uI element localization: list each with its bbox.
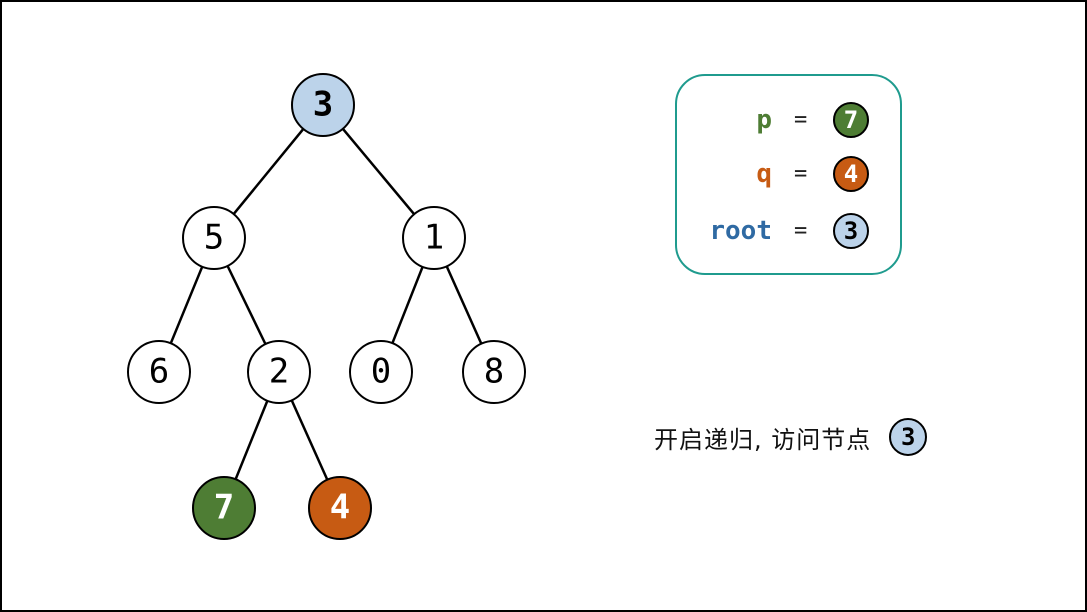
tree-node-circle	[291, 73, 355, 137]
var-root-label: root	[709, 216, 772, 246]
tree-node-7: 7	[192, 476, 256, 540]
tree-node-3: 3	[291, 73, 355, 137]
p-node-badge: 7	[833, 102, 869, 138]
tree-node-label: 5	[204, 218, 224, 258]
step-caption: 开启递归, 访问节点 3	[654, 416, 928, 458]
tree-node-circle	[247, 340, 311, 404]
variables-legend: p = 7 q = 4 root = 3	[675, 74, 902, 275]
tree-node-label: 7	[214, 488, 234, 528]
tree-node-circle	[192, 476, 256, 540]
tree-node-circle	[308, 476, 372, 540]
legend-row-p: p = 7	[677, 100, 900, 140]
tree-node-4: 4	[308, 476, 372, 540]
legend-row-q: q = 4	[677, 154, 900, 194]
tree-node-circle	[182, 206, 246, 270]
tree-node-label: 8	[484, 352, 504, 392]
q-node-badge: 4	[833, 156, 869, 192]
var-p-label: p	[756, 105, 772, 135]
tree-node-2: 2	[247, 340, 311, 404]
tree-edge	[169, 266, 204, 344]
tree-edges	[169, 127, 483, 481]
tree-node-6: 6	[127, 340, 191, 404]
tree-node-circle	[462, 340, 526, 404]
tree-edge	[232, 128, 305, 215]
tree-node-label: 4	[330, 488, 350, 528]
tree-node-label: 1	[424, 218, 444, 258]
tree-node-label: 2	[269, 352, 289, 392]
tree-node-circle	[349, 340, 413, 404]
legend-row-root: root = 3	[677, 211, 900, 251]
tree-edge	[445, 265, 483, 345]
var-q-label: q	[756, 159, 772, 189]
tree-node-0: 0	[349, 340, 413, 404]
tree-edge	[290, 399, 329, 481]
tree-node-circle	[127, 340, 191, 404]
tree-edge	[391, 266, 424, 344]
tree-node-8: 8	[462, 340, 526, 404]
tree-edge	[234, 400, 269, 480]
tree-node-label: 6	[149, 352, 169, 392]
equals-sign: =	[794, 107, 808, 133]
tree-edge	[341, 127, 416, 216]
root-node-badge: 3	[833, 213, 869, 249]
tree-node-1: 1	[402, 206, 466, 270]
equals-sign: =	[794, 218, 808, 244]
current-node-badge: 3	[889, 418, 928, 456]
tree-node-label: 3	[313, 85, 333, 125]
caption-text: 开启递归, 访问节点	[654, 425, 872, 454]
tree-node-5: 5	[182, 206, 246, 270]
tree-node-circle	[402, 206, 466, 270]
tree-node-label: 0	[371, 352, 391, 392]
tree-nodes: 3 5 1 6 2 0 8 7 4	[127, 73, 526, 540]
equals-sign: =	[794, 161, 808, 187]
tree-edge	[226, 265, 267, 345]
